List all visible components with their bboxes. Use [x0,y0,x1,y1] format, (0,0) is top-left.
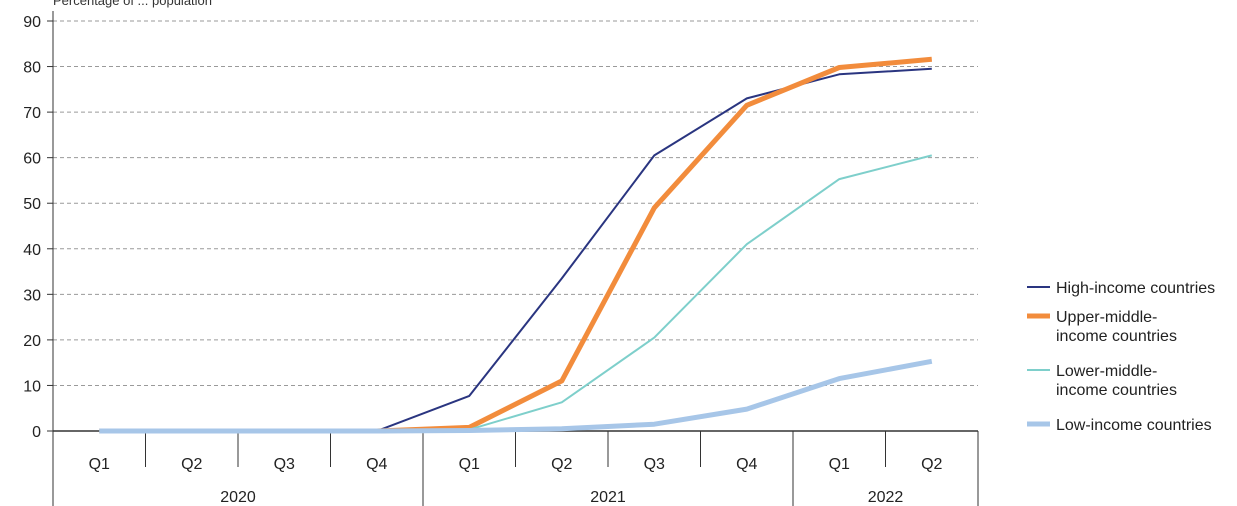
y-tick-label: 90 [23,14,41,31]
legend-label: Lower-middle-income countries [1056,363,1177,399]
quarter-label: Q4 [366,456,387,473]
y-tick-label: 30 [23,287,41,304]
y-tick-label: 0 [32,424,41,441]
series-line [99,56,933,434]
series-lines [99,56,933,434]
legend-label: High-income countries [1056,280,1215,297]
y-tick-label: 70 [23,105,41,122]
year-label: 2021 [590,489,626,506]
y-tick-label: 80 [23,60,41,77]
y-tick-label: 60 [23,151,41,168]
chart-top-label: Percentage of ... population [53,0,212,8]
series-line [99,358,933,434]
quarter-label: Q1 [829,456,850,473]
quarter-label: Q2 [551,456,572,473]
quarter-label: Q1 [459,456,480,473]
year-label: 2020 [220,489,256,506]
quarter-label: Q3 [274,456,295,473]
series-line [99,67,932,432]
y-tick-label: 20 [23,333,41,350]
y-tick-label: 50 [23,196,41,213]
gridlines [53,20,978,386]
quarter-label: Q4 [736,456,757,473]
y-axis-ticks: 0 10 20 30 40 50 60 70 80 90 [23,14,53,441]
y-tick-label: 40 [23,242,41,259]
x-axis-ticks: Q1 Q2 Q3 Q4 Q1 Q2 Q3 Q4 Q1 Q2 2020 2021 2022 [52,431,979,506]
y-tick-label: 10 [23,378,41,395]
legend-label: Upper-middle-income countries [1056,309,1177,345]
legend: High-income countries Upper-middle-income… [1027,280,1215,434]
quarter-label: Q2 [921,456,942,473]
quarter-label: Q1 [89,456,110,473]
year-label: 2022 [868,489,904,506]
legend-label: Low-income countries [1056,417,1212,434]
quarter-label: Q2 [181,456,202,473]
quarter-label: Q3 [644,456,665,473]
